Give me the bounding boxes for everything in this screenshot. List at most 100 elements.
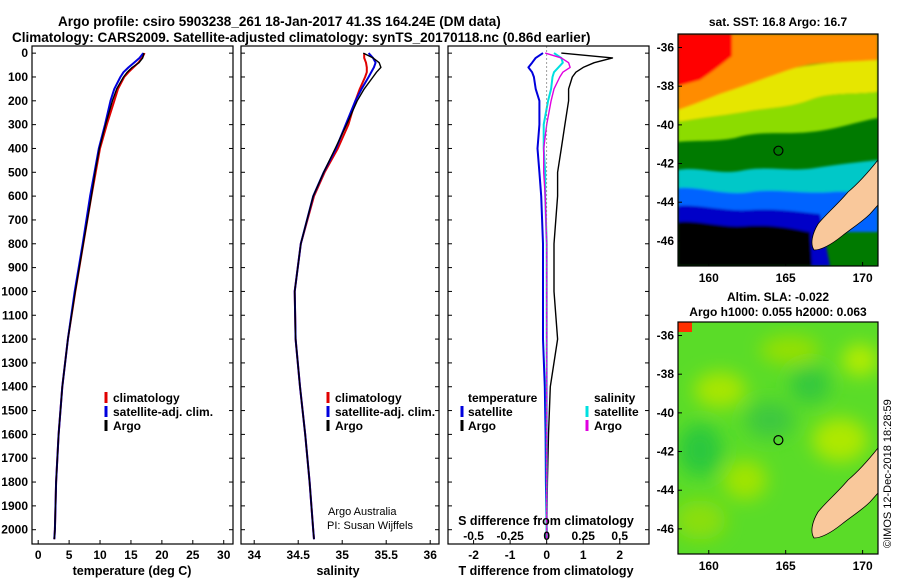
sst-black-band bbox=[678, 221, 812, 266]
s-difference-axis-label: S difference from climatology bbox=[458, 514, 634, 528]
x-tick-label: 30 bbox=[217, 548, 231, 562]
map-lon-tick-label: 165 bbox=[776, 559, 796, 573]
map-lon-tick-label: 170 bbox=[853, 559, 873, 573]
salinity-panel: 34 34.5 35 35.5 36 salinity climatology sate… bbox=[240, 45, 440, 578]
depth-tick-label: 1200 bbox=[1, 332, 28, 346]
sla-map-subtitle: Argo h1000: 0.055 h2000: 0.063 bbox=[689, 305, 867, 319]
depth-tick-label: 900 bbox=[8, 261, 28, 275]
sla-map-title: Altim. SLA: -0.022 bbox=[727, 290, 829, 304]
depth-tick-label: 1900 bbox=[1, 499, 28, 513]
temperature-axis-label: temperature (deg C) bbox=[73, 564, 192, 578]
sst-lightgreen-band bbox=[678, 92, 878, 142]
sla-red-corner bbox=[678, 322, 692, 332]
x-tick-label: 25 bbox=[186, 548, 200, 562]
title-line-2: Climatology: CARS2009. Satellite-adjuste… bbox=[12, 30, 590, 45]
s-diff-tick-label: -0.25 bbox=[496, 529, 524, 543]
x-tick-label: 5 bbox=[66, 548, 73, 562]
depth-tick-label: 1800 bbox=[1, 475, 28, 489]
sst-yellow-band bbox=[678, 60, 878, 122]
map-lat-tick-label: -38 bbox=[657, 79, 675, 93]
map-lon-tick-label: 160 bbox=[699, 271, 719, 285]
sst-map-title: sat. SST: 16.8 Argo: 16.7 bbox=[709, 15, 848, 29]
difference-panel-frame bbox=[447, 45, 650, 545]
sla-map: Altim. SLA: -0.022 Argo h1000: 0.055 h20… bbox=[657, 290, 879, 573]
map-lat-tick-label: -46 bbox=[657, 522, 675, 536]
profile-line-climatology bbox=[293, 53, 368, 540]
credit-line-1: Argo Australia bbox=[328, 506, 397, 518]
imos-watermark: ©IMOS 12-Dec-2018 18:28:59 bbox=[882, 399, 894, 548]
salinity-legend: climatology satellite-adj. clim. Argo bbox=[326, 391, 435, 433]
s-diff-tick-label: -0.5 bbox=[463, 529, 484, 543]
x-tick-label: 34.5 bbox=[287, 548, 311, 562]
x-tick-label: 0 bbox=[543, 548, 550, 562]
depth-tick-label: 200 bbox=[8, 94, 28, 108]
depth-tick-label: 100 bbox=[8, 70, 28, 84]
legend-t-satellite: satellite bbox=[468, 405, 513, 419]
legend-climatology-s: climatology bbox=[335, 391, 402, 405]
depth-tick-label: 400 bbox=[8, 141, 28, 155]
x-tick-label: 20 bbox=[155, 548, 169, 562]
t-difference-axis-label: T difference from climatology bbox=[458, 564, 633, 578]
depth-tick-label: 500 bbox=[8, 165, 28, 179]
sst-map-frame bbox=[677, 33, 879, 267]
sst-float-marker bbox=[773, 145, 784, 156]
profile-line-argo bbox=[53, 52, 145, 540]
depth-tick-label: 1100 bbox=[2, 308, 28, 322]
profile-line-argo bbox=[294, 52, 382, 540]
legend-salinity-title: salinity bbox=[594, 391, 636, 405]
sla-green-blob bbox=[790, 367, 830, 403]
sla-yellowish-blob bbox=[812, 418, 868, 462]
difference-panel: -2 -1 0 1 2 -0.5 -0.25 0 0.25 0.5 S difference f… bbox=[447, 45, 650, 578]
legend-climatology: climatology bbox=[113, 391, 180, 405]
sst-red-patch bbox=[678, 34, 732, 86]
sst-land-south-island bbox=[811, 159, 878, 251]
sla-green-blob bbox=[746, 402, 794, 438]
sla-land-south-island bbox=[811, 447, 878, 539]
map-lat-tick-label: -44 bbox=[657, 483, 675, 497]
depth-tick-label: 1600 bbox=[1, 427, 28, 441]
profile-line-satellite-adj-clim- bbox=[293, 52, 377, 540]
depth-tick-label: 300 bbox=[8, 118, 28, 132]
sla-yellowish-blob bbox=[842, 344, 878, 376]
legend-temperature-title: temperature bbox=[468, 391, 538, 405]
depth-tick-label: 1300 bbox=[1, 356, 28, 370]
temperature-legend: climatology satellite-adj. clim. Argo bbox=[104, 391, 213, 433]
legend-argo-s: Argo bbox=[335, 419, 363, 433]
map-lat-tick-label: -40 bbox=[657, 406, 675, 420]
sla-yellowish-blob bbox=[678, 500, 726, 540]
x-tick-label: 15 bbox=[124, 548, 138, 562]
title-line-1: Argo profile: csiro 5903238_261 18-Jan-2… bbox=[58, 14, 501, 29]
map-lat-tick-label: -36 bbox=[657, 329, 675, 343]
difference-legend: temperature satellite Argo salinity sate… bbox=[460, 391, 639, 433]
depth-tick-label: 800 bbox=[8, 237, 28, 251]
profile-line-temperature-argo bbox=[546, 52, 614, 540]
depth-tick-label: 0 bbox=[21, 46, 28, 60]
legend-satellite-adj: satellite-adj. clim. bbox=[113, 405, 213, 419]
profile-line-climatology bbox=[53, 52, 146, 540]
x-tick-label: 36 bbox=[424, 548, 438, 562]
map-lat-tick-label: -40 bbox=[657, 118, 675, 132]
legend-argo: Argo bbox=[113, 419, 141, 433]
x-tick-label: 1 bbox=[580, 548, 587, 562]
sla-green-blob bbox=[678, 424, 722, 476]
depth-tick-label: 1400 bbox=[1, 380, 28, 394]
map-lat-tick-label: -42 bbox=[657, 445, 675, 459]
sst-map: sat. SST: 16.8 Argo: 16.7 -36 -38 -40 -42 -4… bbox=[657, 15, 879, 285]
x-tick-label: 35.5 bbox=[375, 548, 399, 562]
x-tick-label: -2 bbox=[468, 548, 479, 562]
credit-line-2: PI: Susan Wijffels bbox=[327, 520, 413, 532]
depth-tick-label: 2000 bbox=[1, 523, 28, 537]
map-lat-tick-label: -46 bbox=[657, 234, 675, 248]
legend-satellite-adj-s: satellite-adj. clim. bbox=[335, 405, 435, 419]
s-diff-tick-label: 0.5 bbox=[611, 529, 628, 543]
sla-yellowish-blob bbox=[694, 372, 746, 408]
profile-line-temperature-satellite bbox=[527, 52, 548, 540]
x-tick-label: 0 bbox=[35, 548, 42, 562]
sla-yellowish-blob bbox=[760, 336, 820, 364]
salinity-panel-frame bbox=[240, 45, 440, 545]
sla-float-marker bbox=[773, 435, 784, 446]
depth-tick-label: 1000 bbox=[1, 284, 28, 298]
map-lon-tick-label: 170 bbox=[853, 271, 873, 285]
temperature-panel-frame bbox=[31, 45, 234, 545]
